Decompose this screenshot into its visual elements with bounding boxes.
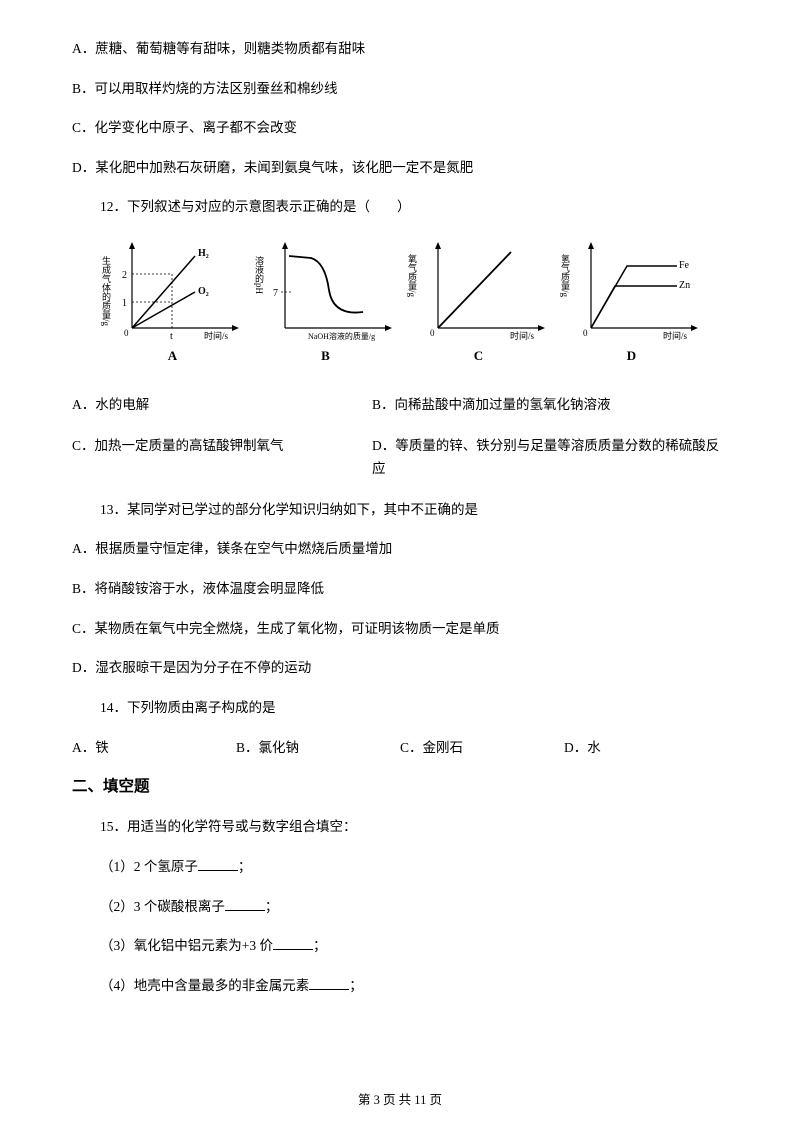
chart-d-ylabel: 氢气质量/g xyxy=(560,253,570,298)
svg-text:Fe: Fe xyxy=(679,260,690,271)
chart-c: 氧气质量/g 时间/s 0 C xyxy=(406,236,551,376)
chart-d-label: D xyxy=(627,348,636,364)
chart-b-label: B xyxy=(321,348,330,364)
chart-d: 氢气质量/g Fe Zn 时间/s 0 D xyxy=(559,236,704,376)
q14-option-a[interactable]: A．铁 xyxy=(72,736,236,756)
q11-option-a[interactable]: A．蔗糖、葡萄糖等有甜味，则糖类物质都有甜味 xyxy=(72,38,728,60)
svg-text:Zn: Zn xyxy=(679,280,690,291)
q14-option-b[interactable]: B．氯化钠 xyxy=(236,736,400,756)
q11-option-c[interactable]: C．化学变化中原子、离子都不会改变 xyxy=(72,117,728,139)
q15-sub1: （1）2 个氢原子； xyxy=(72,856,728,878)
svg-text:0: 0 xyxy=(430,328,435,338)
svg-text:时间/s: 时间/s xyxy=(204,330,229,341)
svg-text:NaOH溶液的质量/g: NaOH溶液的质量/g xyxy=(308,331,375,341)
chart-a: 生成气体的质量/g H₂ O₂ 2 1 t 时间/s 0 A xyxy=(100,236,245,376)
chart-b-svg: 溶液的pH 7 NaOH溶液的质量/g xyxy=(253,236,398,346)
chart-b: 溶液的pH 7 NaOH溶液的质量/g B xyxy=(253,236,398,376)
q12-option-d[interactable]: D．等质量的锌、铁分别与足量等溶质质量分数的稀硫酸反应 xyxy=(372,435,728,481)
q15-sub4-text: （4）地壳中含量最多的非金属元素 xyxy=(100,978,309,993)
q12-options-row1: A．水的电解 B．向稀盐酸中滴加过量的氢氧化钠溶液 xyxy=(72,394,728,417)
chart-c-ylabel: 氧气质量/g xyxy=(407,253,417,298)
svg-text:O₂: O₂ xyxy=(198,286,209,297)
q15-sub2-text: （2）3 个碳酸根离子 xyxy=(100,899,225,914)
q11-option-d[interactable]: D．某化肥中加熟石灰研磨，未闻到氨臭气味，该化肥一定不是氮肥 xyxy=(72,157,728,179)
blank-input[interactable] xyxy=(225,897,265,911)
svg-text:1: 1 xyxy=(122,298,127,309)
chart-a-label: A xyxy=(168,348,177,364)
q11-option-b[interactable]: B．可以用取样灼烧的方法区别蚕丝和棉纱线 xyxy=(72,78,728,100)
q13-option-d[interactable]: D．湿衣服晾干是因为分子在不停的运动 xyxy=(72,657,728,679)
q15-sub4: （4）地壳中含量最多的非金属元素； xyxy=(72,975,728,997)
q14-option-d[interactable]: D．水 xyxy=(564,736,728,756)
blank-input[interactable] xyxy=(309,976,349,990)
q14-options: A．铁 B．氯化钠 C．金刚石 D．水 xyxy=(72,736,728,756)
chart-c-label: C xyxy=(474,348,483,364)
q13-option-b[interactable]: B．将硝酸铵溶于水，液体温度会明显降低 xyxy=(72,578,728,600)
q15-sub3-text: （3）氧化铝中铝元素为+3 价 xyxy=(100,938,273,953)
section-2-title: 二、填空题 xyxy=(72,774,728,796)
svg-text:2: 2 xyxy=(122,270,127,281)
svg-text:时间/s: 时间/s xyxy=(510,330,535,341)
svg-text:0: 0 xyxy=(583,328,588,338)
q14-option-c[interactable]: C．金刚石 xyxy=(400,736,564,756)
q12-option-b[interactable]: B．向稀盐酸中滴加过量的氢氧化钠溶液 xyxy=(372,394,728,417)
svg-text:0: 0 xyxy=(124,328,129,338)
q13-option-a[interactable]: A．根据质量守恒定律，镁条在空气中燃烧后质量增加 xyxy=(72,538,728,560)
svg-text:时间/s: 时间/s xyxy=(663,330,688,341)
q12-stem: 12．下列叙述与对应的示意图表示正确的是（ ） xyxy=(72,196,728,218)
q12-option-a[interactable]: A．水的电解 xyxy=(72,394,372,417)
chart-b-ylabel: 溶液的pH xyxy=(254,255,264,295)
page-footer: 第 3 页 共 11 页 xyxy=(0,1089,800,1108)
svg-text:H₂: H₂ xyxy=(198,248,209,259)
chart-c-svg: 氧气质量/g 时间/s 0 xyxy=(406,236,551,346)
q13-stem: 13．某同学对已学过的部分化学知识归纳如下，其中不正确的是 xyxy=(72,499,728,521)
svg-text:t: t xyxy=(170,331,173,342)
q13-option-c[interactable]: C．某物质在氧气中完全燃烧，生成了氧化物，可证明该物质一定是单质 xyxy=(72,618,728,640)
q15-sub1-text: （1）2 个氢原子 xyxy=(100,859,198,874)
chart-d-svg: 氢气质量/g Fe Zn 时间/s 0 xyxy=(559,236,704,346)
q12-options-row2: C．加热一定质量的高锰酸钾制氧气 D．等质量的锌、铁分别与足量等溶质质量分数的稀… xyxy=(72,435,728,481)
blank-input[interactable] xyxy=(198,857,238,871)
q12-charts: 生成气体的质量/g H₂ O₂ 2 1 t 时间/s 0 A xyxy=(100,236,728,376)
svg-text:7: 7 xyxy=(273,288,278,299)
q15-stem: 15．用适当的化学符号或与数字组合填空： xyxy=(72,816,728,838)
chart-a-ylabel: 生成气体的质量/g xyxy=(101,255,111,327)
q14-stem: 14．下列物质由离子构成的是 xyxy=(72,697,728,719)
blank-input[interactable] xyxy=(273,936,313,950)
q15-sub2: （2）3 个碳酸根离子； xyxy=(72,896,728,918)
q15-sub3: （3）氧化铝中铝元素为+3 价； xyxy=(72,935,728,957)
chart-a-svg: 生成气体的质量/g H₂ O₂ 2 1 t 时间/s 0 xyxy=(100,236,245,346)
q12-option-c[interactable]: C．加热一定质量的高锰酸钾制氧气 xyxy=(72,435,372,481)
